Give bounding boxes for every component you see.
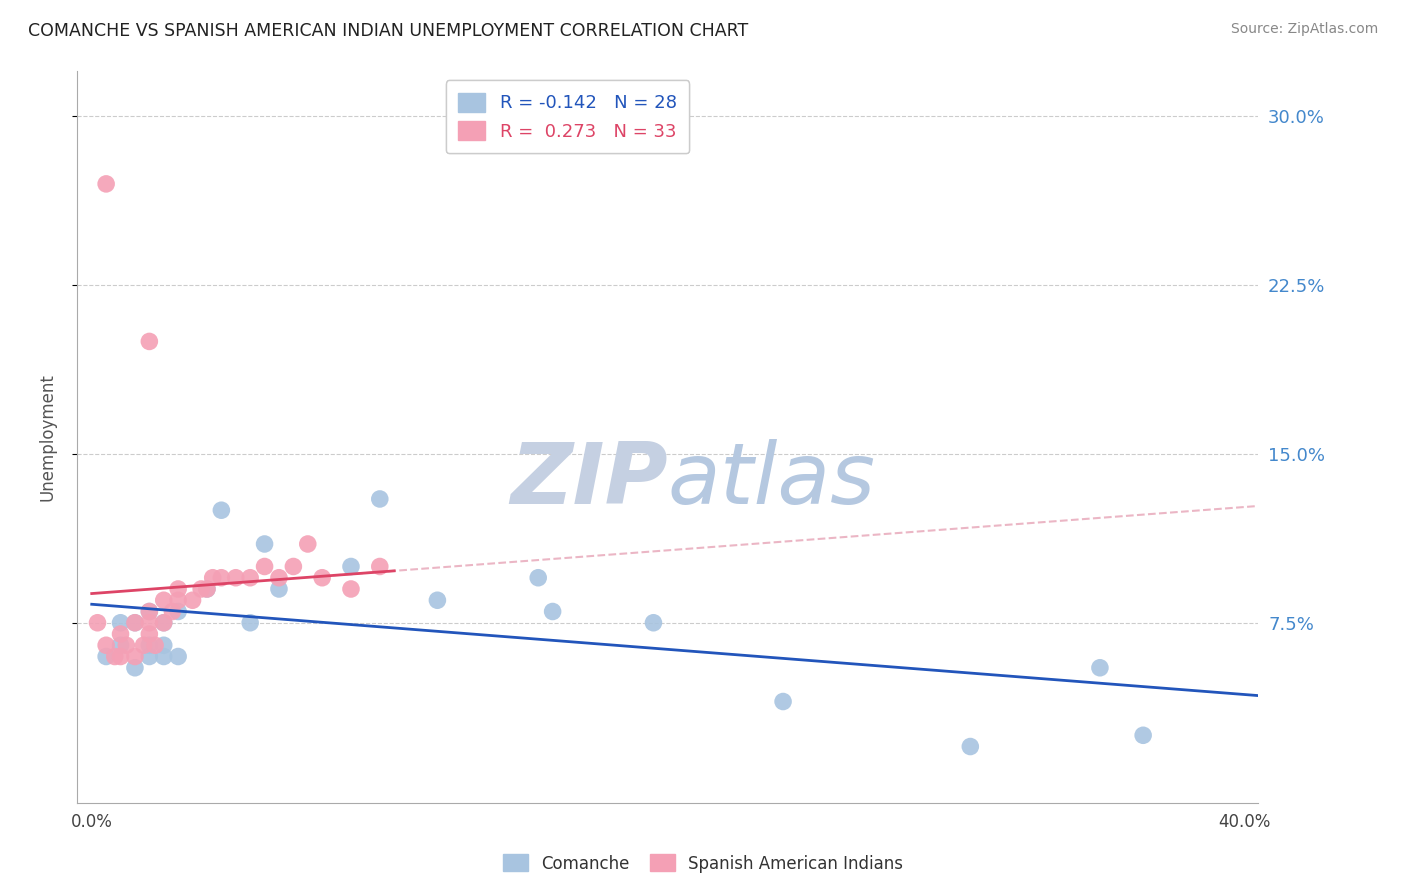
Point xyxy=(138,605,160,619)
Point xyxy=(368,491,391,506)
Text: COMANCHE VS SPANISH AMERICAN INDIAN UNEMPLOYMENT CORRELATION CHART: COMANCHE VS SPANISH AMERICAN INDIAN UNEM… xyxy=(28,22,748,40)
Point xyxy=(297,537,319,551)
Point xyxy=(167,649,190,664)
Point xyxy=(138,638,160,652)
Point xyxy=(426,593,449,607)
Point xyxy=(340,559,363,574)
Point xyxy=(94,649,117,664)
Point xyxy=(86,615,108,630)
Point xyxy=(1088,661,1111,675)
Y-axis label: Unemployment: Unemployment xyxy=(38,373,56,501)
Text: Source: ZipAtlas.com: Source: ZipAtlas.com xyxy=(1230,22,1378,37)
Point xyxy=(138,627,160,641)
Point xyxy=(167,605,190,619)
Point xyxy=(143,638,166,652)
Point xyxy=(253,537,276,551)
Point xyxy=(110,638,132,652)
Point xyxy=(195,582,218,596)
Point xyxy=(239,615,262,630)
Point xyxy=(167,582,190,596)
Point xyxy=(124,661,146,675)
Point xyxy=(152,649,174,664)
Point xyxy=(643,615,665,630)
Point xyxy=(181,593,204,607)
Point xyxy=(253,559,276,574)
Point xyxy=(115,638,138,652)
Point xyxy=(94,638,117,652)
Point xyxy=(190,582,212,596)
Point xyxy=(167,593,190,607)
Point xyxy=(94,177,117,191)
Point xyxy=(267,582,290,596)
Point xyxy=(152,638,174,652)
Point xyxy=(124,615,146,630)
Point xyxy=(132,638,155,652)
Point xyxy=(541,605,564,619)
Point xyxy=(152,615,174,630)
Point xyxy=(311,571,333,585)
Point xyxy=(110,615,132,630)
Point xyxy=(772,694,794,708)
Point xyxy=(124,615,146,630)
Point xyxy=(138,649,160,664)
Point xyxy=(239,571,262,585)
Point xyxy=(152,615,174,630)
Point xyxy=(138,334,160,349)
Point xyxy=(959,739,981,754)
Point xyxy=(267,571,290,585)
Point xyxy=(138,605,160,619)
Point xyxy=(124,649,146,664)
Text: ZIP: ZIP xyxy=(510,440,668,523)
Point xyxy=(1132,728,1154,742)
Point xyxy=(225,571,247,585)
Point xyxy=(104,649,127,664)
Text: atlas: atlas xyxy=(668,440,876,523)
Point xyxy=(368,559,391,574)
Point xyxy=(527,571,550,585)
Point xyxy=(152,593,174,607)
Point xyxy=(209,503,232,517)
Point xyxy=(162,605,184,619)
Point xyxy=(201,571,224,585)
Point xyxy=(340,582,363,596)
Point xyxy=(209,571,232,585)
Point xyxy=(110,649,132,664)
Point xyxy=(110,627,132,641)
Point xyxy=(195,582,218,596)
Point xyxy=(138,615,160,630)
Legend: R = -0.142   N = 28, R =  0.273   N = 33: R = -0.142 N = 28, R = 0.273 N = 33 xyxy=(446,80,689,153)
Point xyxy=(283,559,305,574)
Legend: Comanche, Spanish American Indians: Comanche, Spanish American Indians xyxy=(496,847,910,880)
